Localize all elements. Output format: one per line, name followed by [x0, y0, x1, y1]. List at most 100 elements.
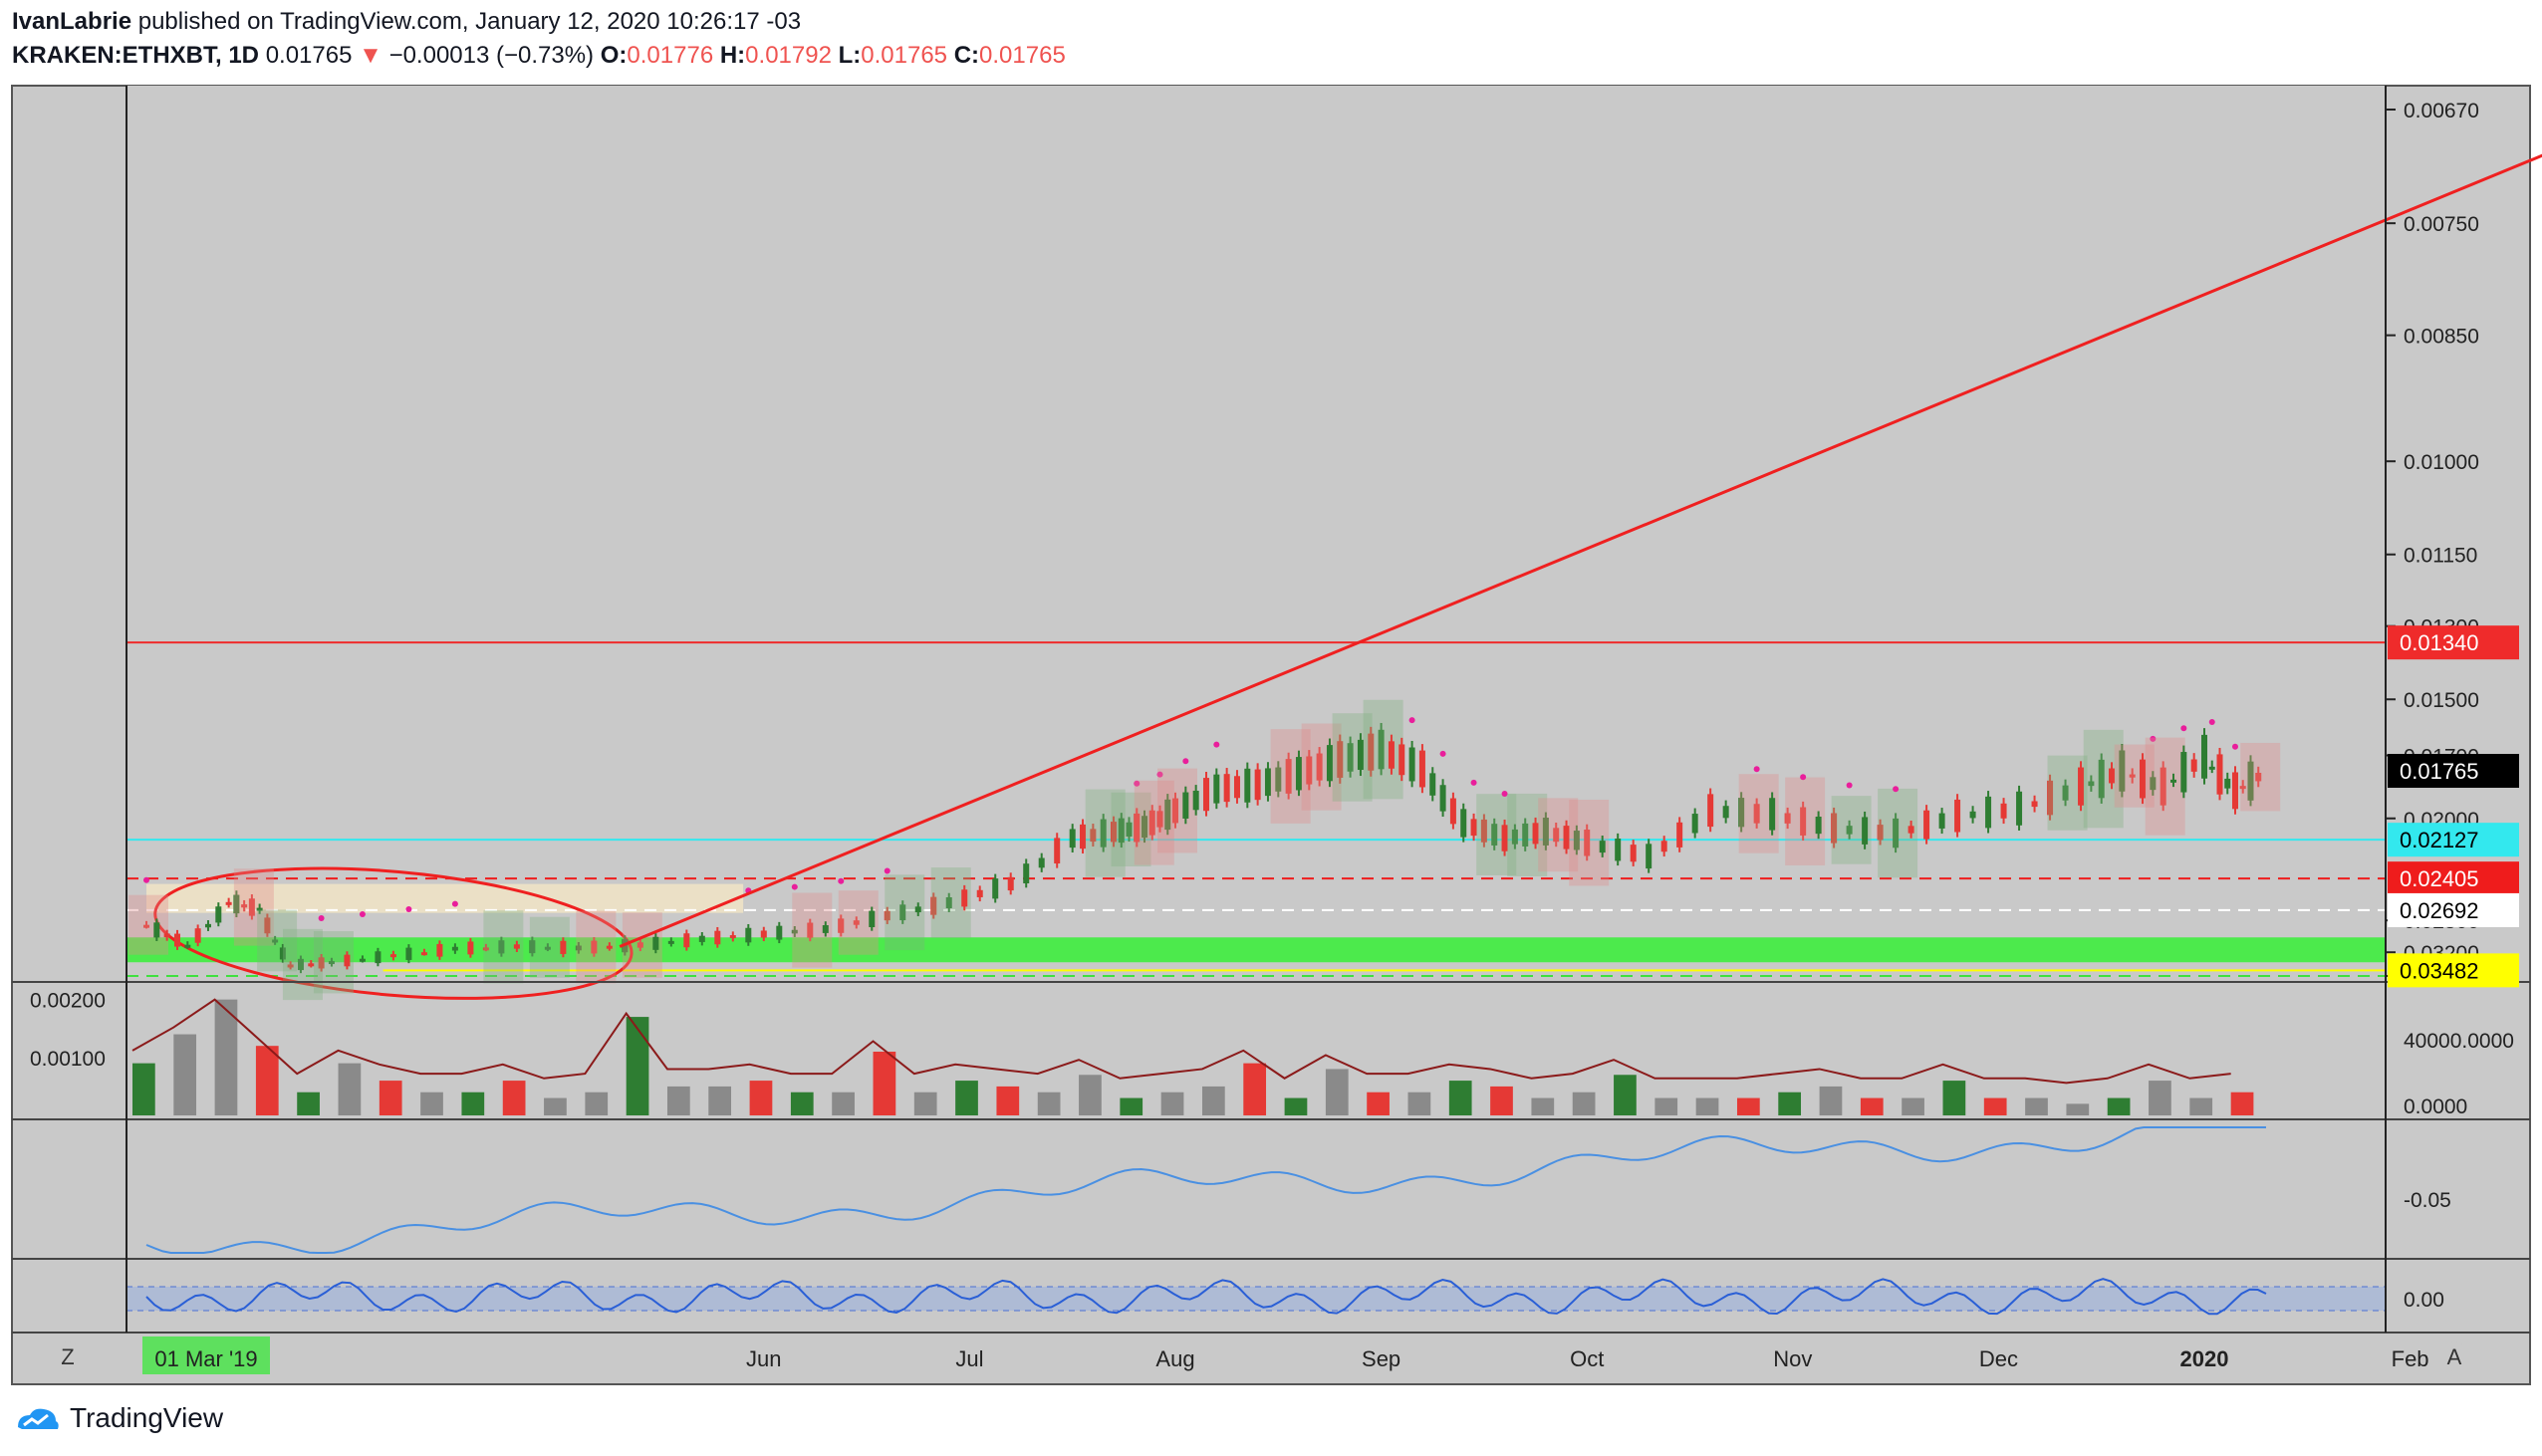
signal-dot	[838, 877, 845, 884]
candle-body	[2247, 761, 2254, 801]
candle-body	[1007, 876, 1014, 891]
candle-body	[1368, 733, 1375, 771]
price-label-box[interactable]	[2388, 823, 2519, 857]
candle-body	[529, 940, 536, 954]
candle-body	[745, 927, 752, 943]
x-tick-label: Aug	[1155, 1346, 1194, 1371]
price-label-text: 0.02127	[2400, 828, 2479, 852]
signal-dot	[1134, 780, 1141, 787]
candle-body	[1264, 768, 1271, 797]
price-label-text: 0.03482	[2400, 958, 2479, 983]
candle-body	[256, 907, 263, 911]
price-label-box[interactable]	[2388, 892, 2519, 927]
candle-body	[2129, 774, 2136, 778]
candle-body	[513, 944, 520, 949]
brand-name: TradingView	[70, 1402, 224, 1433]
candle-body	[1090, 829, 1097, 843]
rsi-y-label: 0.00	[2404, 1289, 2444, 1312]
candle-body	[359, 958, 366, 962]
high-value: 0.01792	[745, 42, 832, 69]
signal-box	[1157, 768, 1197, 853]
signal-box	[282, 928, 323, 1001]
volume-bar	[255, 1046, 279, 1115]
symbol-name[interactable]: KRAKEN:ETHXBT, 1D	[12, 42, 260, 69]
volume-bar	[1983, 1097, 2007, 1115]
signal-dot	[1156, 771, 1163, 778]
candle-body	[1172, 798, 1178, 824]
candle-body	[1223, 774, 1230, 803]
price-pane[interactable]	[127, 86, 2386, 982]
candle-body	[1573, 831, 1580, 850]
candle-body	[2062, 785, 2069, 801]
candle-body	[287, 964, 294, 968]
candle-body	[2000, 803, 2007, 819]
candle-body	[976, 889, 983, 897]
candle-body	[1815, 816, 1822, 835]
high-label: H:	[719, 42, 746, 69]
candle-body	[930, 896, 937, 915]
candle-body	[2201, 734, 2207, 779]
x-tick-label: Oct	[1570, 1346, 1604, 1371]
last-price: 0.01765	[265, 42, 353, 69]
trend-arrow-line[interactable]	[619, 125, 2542, 948]
signal-dot	[143, 876, 149, 883]
price-label-box[interactable]	[2388, 754, 2519, 789]
price-label-box[interactable]	[2388, 625, 2519, 660]
volume-bar	[544, 1097, 567, 1115]
volume-y-label: 0.00200	[30, 990, 106, 1013]
candle-body	[714, 930, 721, 945]
x-tick-label: Dec	[1979, 1346, 2018, 1371]
volume-bar	[585, 1092, 609, 1115]
volume-bar	[2149, 1081, 2171, 1115]
tradingview-logo-icon	[18, 1408, 59, 1429]
volume-bar	[1407, 1092, 1431, 1115]
price-label-box[interactable]	[2388, 953, 2519, 988]
volume-bar	[2189, 1097, 2213, 1115]
candle-body	[1877, 825, 1884, 841]
candle-body	[2231, 772, 2238, 810]
candle-body	[1202, 778, 1209, 812]
candle-body	[2255, 772, 2262, 782]
signal-box	[257, 909, 298, 972]
candle-body	[1295, 757, 1302, 791]
volume-bar	[790, 1092, 814, 1115]
volume-bar	[2025, 1097, 2048, 1115]
range-box	[146, 883, 744, 913]
signal-dot	[451, 900, 458, 907]
candle-body	[822, 925, 829, 933]
candle-body	[1213, 774, 1220, 804]
signal-dot	[405, 905, 412, 912]
scale-a-button[interactable]	[2439, 1341, 2469, 1371]
candle-body	[1846, 826, 1853, 835]
candle-body	[1418, 750, 1425, 788]
signal-box	[1538, 798, 1579, 872]
accumulation-ellipse[interactable]	[149, 851, 636, 1016]
candle-body	[1100, 819, 1107, 848]
candle-body	[498, 940, 505, 954]
candle-body	[1148, 810, 1155, 836]
signal-box	[1332, 713, 1373, 802]
low-value: 0.01765	[861, 42, 948, 69]
x-date-label-box[interactable]	[142, 1336, 270, 1374]
candle-body	[1753, 804, 1760, 824]
price-label-text: 0.01765	[2400, 759, 2479, 784]
scale-z-button[interactable]	[53, 1341, 83, 1371]
volume-bar	[379, 1081, 402, 1115]
tradingview-footer[interactable]: TradingView	[14, 1402, 223, 1434]
author-name[interactable]: IvanLabrie	[12, 8, 132, 35]
signal-dot	[1182, 758, 1189, 765]
signal-dot	[2180, 725, 2187, 732]
candle-body	[544, 946, 551, 950]
candle-body	[248, 898, 255, 916]
candle-body	[1118, 818, 1125, 844]
volume-bar	[626, 1017, 649, 1115]
volume-bar	[666, 1086, 690, 1115]
volume-bar	[1120, 1097, 1144, 1115]
price-label-box[interactable]	[2388, 861, 2519, 896]
signal-dot	[1501, 791, 1508, 798]
signal-dot	[1846, 782, 1853, 789]
signal-box	[1507, 793, 1548, 876]
volume-bar	[214, 999, 238, 1115]
volume-bar	[1614, 1075, 1637, 1115]
